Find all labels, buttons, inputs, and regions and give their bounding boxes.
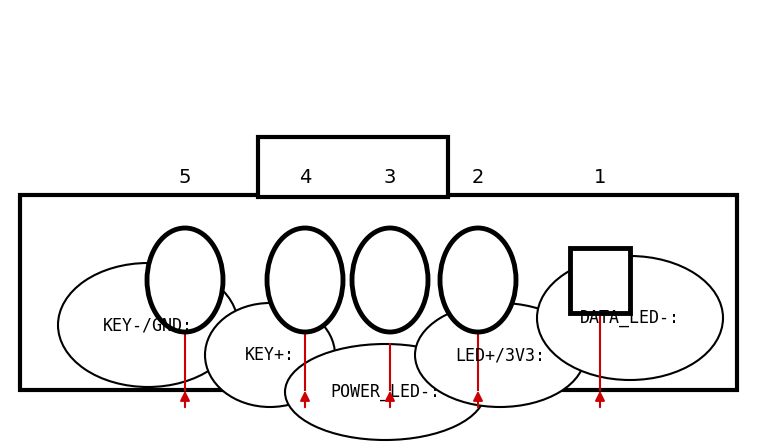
Ellipse shape xyxy=(352,228,428,332)
Ellipse shape xyxy=(58,263,238,387)
Text: 3: 3 xyxy=(384,168,396,187)
Text: DATA_LED-:: DATA_LED-: xyxy=(580,309,680,327)
Ellipse shape xyxy=(415,303,585,407)
Text: 2: 2 xyxy=(472,168,484,187)
Text: KEY+:: KEY+: xyxy=(245,346,295,364)
Bar xyxy=(258,137,448,197)
Text: 1: 1 xyxy=(593,168,606,187)
Text: POWER_LED-:: POWER_LED-: xyxy=(330,383,440,401)
Ellipse shape xyxy=(267,228,343,332)
Ellipse shape xyxy=(285,344,485,440)
Ellipse shape xyxy=(440,228,516,332)
Text: KEY-/GND:: KEY-/GND: xyxy=(103,316,193,334)
Text: 4: 4 xyxy=(299,168,311,187)
Ellipse shape xyxy=(205,303,335,407)
Bar xyxy=(20,195,737,390)
Bar xyxy=(570,248,630,312)
Text: 5: 5 xyxy=(179,168,192,187)
Ellipse shape xyxy=(147,228,223,332)
Text: LED+/3V3:: LED+/3V3: xyxy=(455,346,545,364)
Ellipse shape xyxy=(537,256,723,380)
